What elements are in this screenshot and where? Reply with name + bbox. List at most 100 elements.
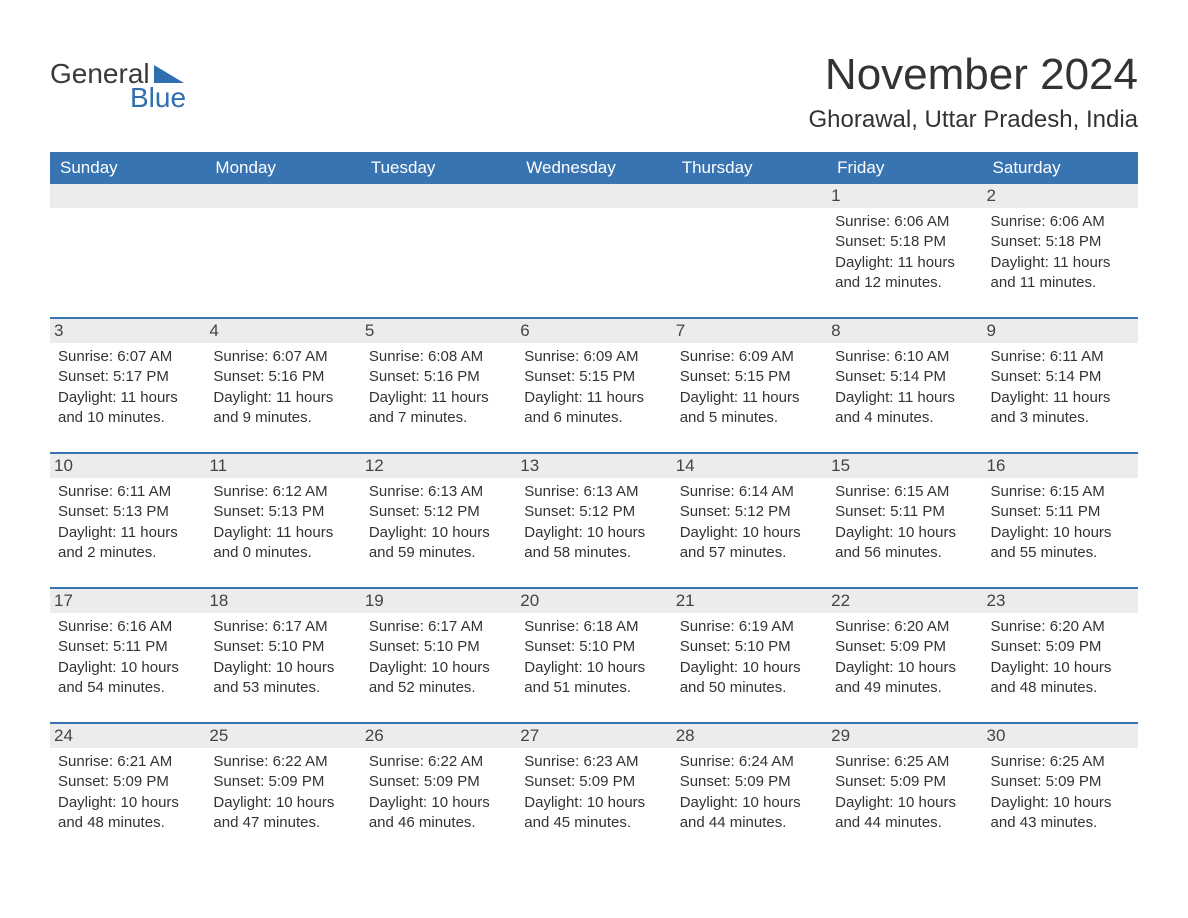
day-number: 21: [672, 587, 827, 613]
weekday-header: Sunday: [50, 152, 205, 184]
day-details: Sunrise: 6:07 AMSunset: 5:17 PMDaylight:…: [56, 347, 199, 428]
sunrise-text: Sunrise: 6:08 AM: [369, 347, 508, 367]
empty-day: [361, 184, 516, 208]
sunset-text: Sunset: 5:09 PM: [369, 772, 508, 792]
sunset-text: Sunset: 5:10 PM: [213, 637, 352, 657]
day-number: 25: [205, 722, 360, 748]
day-details: Sunrise: 6:18 AMSunset: 5:10 PMDaylight:…: [522, 617, 665, 698]
sunset-text: Sunset: 5:10 PM: [680, 637, 819, 657]
day-details: Sunrise: 6:19 AMSunset: 5:10 PMDaylight:…: [678, 617, 821, 698]
sunrise-text: Sunrise: 6:24 AM: [680, 752, 819, 772]
daylight-text: Daylight: 11 hours and 12 minutes.: [835, 253, 974, 294]
sunrise-text: Sunrise: 6:07 AM: [213, 347, 352, 367]
day-number: 16: [983, 452, 1138, 478]
daylight-text: Daylight: 10 hours and 55 minutes.: [991, 523, 1130, 564]
daylight-text: Daylight: 10 hours and 54 minutes.: [58, 658, 197, 699]
calendar-day-cell: 26Sunrise: 6:22 AMSunset: 5:09 PMDayligh…: [361, 722, 516, 857]
sunset-text: Sunset: 5:11 PM: [58, 637, 197, 657]
daylight-text: Daylight: 11 hours and 6 minutes.: [524, 388, 663, 429]
calendar-day-cell: 17Sunrise: 6:16 AMSunset: 5:11 PMDayligh…: [50, 587, 205, 722]
day-number: 13: [516, 452, 671, 478]
day-details: Sunrise: 6:22 AMSunset: 5:09 PMDaylight:…: [367, 752, 510, 833]
brand-logo: General Blue: [50, 50, 186, 112]
sunset-text: Sunset: 5:09 PM: [991, 637, 1130, 657]
day-details: Sunrise: 6:09 AMSunset: 5:15 PMDaylight:…: [678, 347, 821, 428]
calendar-day-cell: 21 Sunrise: 6:19 AMSunset: 5:10 PMDayligh…: [672, 587, 827, 722]
sunrise-text: Sunrise: 6:20 AM: [835, 617, 974, 637]
daylight-text: Daylight: 10 hours and 51 minutes.: [524, 658, 663, 699]
calendar-day-cell: 24 Sunrise: 6:21 AMSunset: 5:09 PMDayligh…: [50, 722, 205, 857]
day-details: Sunrise: 6:20 AMSunset: 5:09 PMDaylight:…: [989, 617, 1132, 698]
weekday-header: Thursday: [672, 152, 827, 184]
day-details: Sunrise: 6:15 AMSunset: 5:11 PMDaylight:…: [989, 482, 1132, 563]
daylight-text: Daylight: 11 hours and 9 minutes.: [213, 388, 352, 429]
day-number: 30: [983, 722, 1138, 748]
daylight-text: Daylight: 10 hours and 49 minutes.: [835, 658, 974, 699]
sunset-text: Sunset: 5:16 PM: [369, 367, 508, 387]
location-subtitle: Ghorawal, Uttar Pradesh, India: [809, 106, 1139, 134]
day-number: 24: [50, 722, 205, 748]
day-details: Sunrise: 6:06 AMSunset: 5:18 PMDaylight:…: [833, 212, 976, 293]
day-number: 23: [983, 587, 1138, 613]
sunrise-text: Sunrise: 6:12 AM: [213, 482, 352, 502]
calendar-day-cell: 1 Sunrise: 6:06 AMSunset: 5:18 PMDaylight…: [827, 184, 982, 317]
weekday-header: Wednesday: [516, 152, 671, 184]
sunrise-text: Sunrise: 6:15 AM: [991, 482, 1130, 502]
calendar-day-cell: 4Sunrise: 6:07 AMSunset: 5:16 PMDaylight…: [205, 317, 360, 452]
calendar-day-cell: [361, 184, 516, 317]
calendar-body: 1 Sunrise: 6:06 AMSunset: 5:18 PMDaylight…: [50, 184, 1138, 857]
day-details: Sunrise: 6:20 AMSunset: 5:09 PMDaylight:…: [833, 617, 976, 698]
day-number: 19: [361, 587, 516, 613]
calendar-day-cell: 8Sunrise: 6:10 AMSunset: 5:14 PMDaylight…: [827, 317, 982, 452]
day-number: 29: [827, 722, 982, 748]
day-details: Sunrise: 6:13 AMSunset: 5:12 PMDaylight:…: [522, 482, 665, 563]
sunset-text: Sunset: 5:09 PM: [835, 637, 974, 657]
daylight-text: Daylight: 10 hours and 43 minutes.: [991, 793, 1130, 834]
empty-day: [205, 184, 360, 208]
daylight-text: Daylight: 10 hours and 59 minutes.: [369, 523, 508, 564]
calendar-day-cell: 18Sunrise: 6:17 AMSunset: 5:10 PMDayligh…: [205, 587, 360, 722]
day-number: 20: [516, 587, 671, 613]
daylight-text: Daylight: 11 hours and 2 minutes.: [58, 523, 197, 564]
calendar-day-cell: [672, 184, 827, 317]
weekday-header: Friday: [827, 152, 982, 184]
sunset-text: Sunset: 5:17 PM: [58, 367, 197, 387]
day-details: Sunrise: 6:16 AMSunset: 5:11 PMDaylight:…: [56, 617, 199, 698]
day-details: Sunrise: 6:14 AMSunset: 5:12 PMDaylight:…: [678, 482, 821, 563]
day-number: 11: [205, 452, 360, 478]
sunrise-text: Sunrise: 6:15 AM: [835, 482, 974, 502]
sunset-text: Sunset: 5:12 PM: [369, 502, 508, 522]
sunset-text: Sunset: 5:12 PM: [524, 502, 663, 522]
daylight-text: Daylight: 10 hours and 44 minutes.: [680, 793, 819, 834]
daylight-text: Daylight: 10 hours and 57 minutes.: [680, 523, 819, 564]
day-details: Sunrise: 6:25 AMSunset: 5:09 PMDaylight:…: [833, 752, 976, 833]
daylight-text: Daylight: 10 hours and 53 minutes.: [213, 658, 352, 699]
sunrise-text: Sunrise: 6:25 AM: [835, 752, 974, 772]
weekday-header: Tuesday: [361, 152, 516, 184]
daylight-text: Daylight: 10 hours and 48 minutes.: [58, 793, 197, 834]
day-number: 6: [516, 317, 671, 343]
day-number: 22: [827, 587, 982, 613]
empty-day: [50, 184, 205, 208]
sunrise-text: Sunrise: 6:20 AM: [991, 617, 1130, 637]
day-details: Sunrise: 6:23 AMSunset: 5:09 PMDaylight:…: [522, 752, 665, 833]
calendar-day-cell: 7Sunrise: 6:09 AMSunset: 5:15 PMDaylight…: [672, 317, 827, 452]
sunset-text: Sunset: 5:14 PM: [991, 367, 1130, 387]
sunrise-text: Sunrise: 6:18 AM: [524, 617, 663, 637]
daylight-text: Daylight: 10 hours and 56 minutes.: [835, 523, 974, 564]
daylight-text: Daylight: 10 hours and 50 minutes.: [680, 658, 819, 699]
day-number: 1: [827, 184, 982, 208]
sunset-text: Sunset: 5:09 PM: [58, 772, 197, 792]
day-details: Sunrise: 6:17 AMSunset: 5:10 PMDaylight:…: [211, 617, 354, 698]
sunrise-text: Sunrise: 6:22 AM: [369, 752, 508, 772]
day-number: 9: [983, 317, 1138, 343]
day-details: Sunrise: 6:06 AMSunset: 5:18 PMDaylight:…: [989, 212, 1132, 293]
sunset-text: Sunset: 5:10 PM: [524, 637, 663, 657]
calendar-day-cell: 29 Sunrise: 6:25 AMSunset: 5:09 PMDayligh…: [827, 722, 982, 857]
calendar-day-cell: 27Sunrise: 6:23 AMSunset: 5:09 PMDayligh…: [516, 722, 671, 857]
sunrise-text: Sunrise: 6:11 AM: [991, 347, 1130, 367]
sunrise-text: Sunrise: 6:14 AM: [680, 482, 819, 502]
calendar-day-cell: 28Sunrise: 6:24 AMSunset: 5:09 PMDayligh…: [672, 722, 827, 857]
day-details: Sunrise: 6:21 AMSunset: 5:09 PMDaylight:…: [56, 752, 199, 833]
sunset-text: Sunset: 5:14 PM: [835, 367, 974, 387]
